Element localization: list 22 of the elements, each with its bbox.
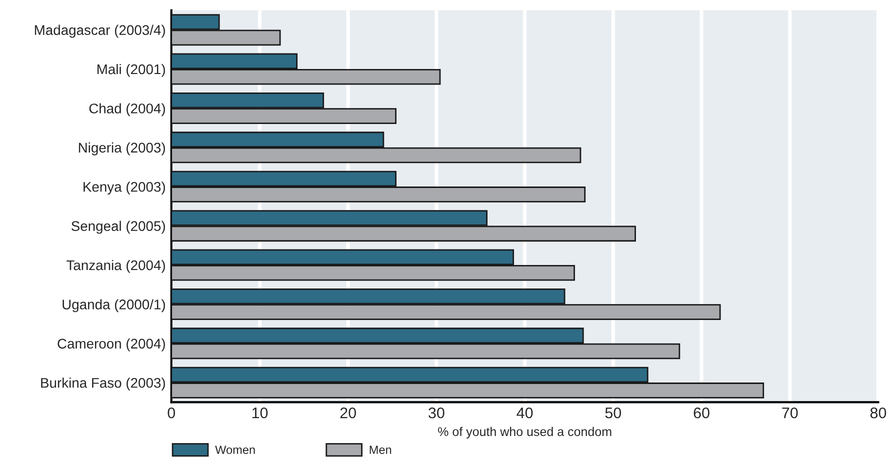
y-tick-label: Uganda (2000/1)	[62, 299, 165, 312]
x-tick-label: 80	[870, 407, 886, 418]
y-tick-label: Sengeal (2005)	[71, 220, 165, 234]
legend-label: Women	[215, 446, 255, 454]
y-tick-label: Tanzania (2004)	[66, 260, 165, 273]
x-tick-label: 70	[782, 407, 798, 418]
y-tick-label: Chad (2004)	[89, 103, 165, 116]
x-tick-label: 20	[340, 407, 356, 418]
legend-label: Men	[370, 446, 392, 454]
y-tick-label: Kenya (2003)	[84, 182, 165, 195]
x-tick-label: 60	[694, 407, 710, 418]
x-tick-label: 50	[605, 407, 622, 418]
y-tick-label: Madagascar (2003/4)	[34, 24, 165, 38]
x-tick-label: 40	[516, 407, 533, 418]
y-tick-label: Nigeria (2003)	[78, 142, 165, 156]
x-tick-label: 0	[168, 407, 176, 418]
x-axis-title: % of youth who used a condom	[438, 426, 612, 439]
y-tick-label: Cameroon (2004)	[58, 338, 165, 352]
y-tick-label: Burkina Faso (2003)	[41, 378, 165, 391]
x-tick-label: 30	[428, 407, 444, 418]
y-tick-label: Mali (2001)	[98, 64, 165, 77]
x-tick-label: 10	[252, 407, 268, 418]
